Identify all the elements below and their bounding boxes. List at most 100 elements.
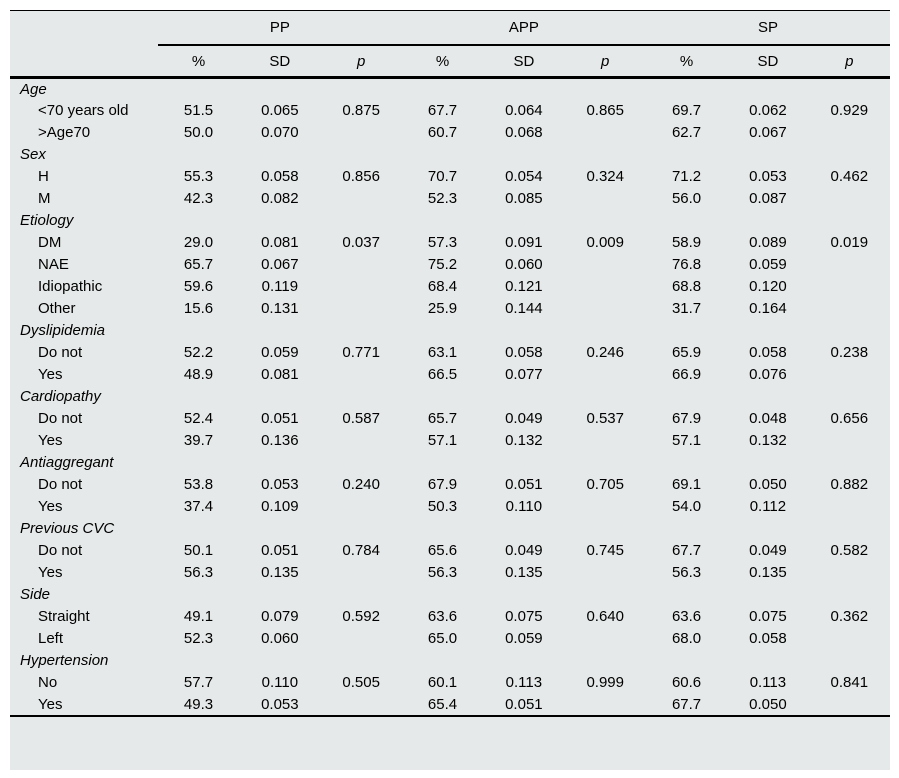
row-label: No [38,674,58,691]
data-row: Straight 49.1 0.079 0.592 63.6 0.075 0.640 63.6… [10,606,890,628]
value-cell [565,254,646,276]
data-row: Do not 53.8 0.053 0.240 67.9 0.051 0.705 69.1 0.… [10,474,890,496]
value-cell [565,364,646,386]
value-cell: 0.587 [342,410,380,427]
value-cell: 0.050 [749,695,787,713]
value-cell: 0.135 [505,564,543,581]
value-cell: 65.6 [427,542,458,559]
value-cell: 65.7 [183,256,214,273]
value-cell: 62.7 [671,124,702,141]
value-cell: 50.1 [183,542,214,559]
value-cell: 57.7 [183,674,214,691]
value-cell: 0.051 [261,542,299,559]
value-cell: 0.113 [505,674,543,691]
value-cell: 0.059 [505,630,543,647]
data-row: Other 15.6 0.131 25.9 0.144 31.7 0.164 [10,298,890,320]
value-cell: 15.6 [183,300,214,317]
value-cell: 56.3 [427,564,458,581]
value-cell [809,694,890,716]
value-cell: 42.3 [183,190,214,207]
value-cell: 0.240 [342,476,380,493]
value-cell: 67.7 [671,695,702,713]
value-cell: 0.076 [749,366,787,383]
data-row: Do not 52.2 0.059 0.771 63.1 0.058 0.246 65.9 0.… [10,342,890,364]
value-cell [565,298,646,320]
value-cell: 63.1 [427,344,458,361]
value-cell: 0.999 [586,674,624,691]
value-cell: 0.144 [505,300,543,317]
value-cell [809,276,890,298]
row-label: M [38,190,51,207]
data-row: H 55.3 0.058 0.856 70.7 0.054 0.324 71.2 0.053 0.… [10,166,890,188]
value-cell: 0.856 [342,168,380,185]
section-row: Cardiopathy [10,386,890,408]
value-cell [321,188,402,210]
value-cell: 52.3 [183,630,214,647]
statistics-table: PP APP SP % SD p % SD p % SD p Age <70 ye… [10,11,890,717]
value-cell: 0.745 [586,542,624,559]
paper-table-panel: PP APP SP % SD p % SD p % SD p Age <70 ye… [10,10,890,770]
value-cell [565,122,646,144]
value-cell: 69.1 [671,476,702,493]
value-cell: 0.771 [342,344,380,361]
row-label: <70 years old [38,102,129,119]
value-cell: 0.019 [830,234,869,251]
value-cell: 67.7 [671,542,702,559]
value-cell: 0.051 [505,695,543,713]
value-cell: 0.865 [586,102,624,119]
section-label: Antiaggregant [20,454,114,471]
value-cell [321,430,402,452]
data-row: >Age70 50.0 0.070 60.7 0.068 62.7 0.067 [10,122,890,144]
data-row: M 42.3 0.082 52.3 0.085 56.0 0.087 [10,188,890,210]
value-cell: 0.079 [261,608,299,625]
data-row: Yes 37.4 0.109 50.3 0.110 54.0 0.112 [10,496,890,518]
row-label: Left [38,630,64,647]
col-header-percent: % [157,45,240,79]
value-cell: 52.4 [183,410,214,427]
value-cell [809,254,890,276]
data-row: No 57.7 0.110 0.505 60.1 0.113 0.999 60.6 0.113 0… [10,672,890,694]
col-header-percent: % [401,45,484,79]
value-cell: 57.1 [427,432,458,449]
data-row: Do not 50.1 0.051 0.784 65.6 0.049 0.745 67.7 0.… [10,540,890,562]
value-cell: 0.058 [505,344,543,361]
value-cell: 0.362 [830,608,869,625]
value-cell: 29.0 [183,234,214,251]
value-cell: 0.082 [261,190,299,207]
value-cell: 0.113 [749,674,787,691]
value-cell: 58.9 [671,234,702,251]
value-cell: 0.049 [505,410,543,427]
value-cell: 0.592 [342,608,380,625]
value-cell: 0.067 [261,256,299,273]
value-cell: 0.049 [505,542,543,559]
value-cell: 0.050 [749,476,787,493]
value-cell [565,188,646,210]
value-cell: 49.1 [183,608,214,625]
value-cell: 56.3 [183,564,214,581]
value-cell: 56.3 [671,564,702,581]
data-row: Yes 56.3 0.135 56.3 0.135 56.3 0.135 [10,562,890,584]
value-cell: 0.121 [505,278,543,295]
section-label: Dyslipidemia [20,322,106,339]
col-header-sd: SD [483,45,565,79]
row-label: H [38,168,49,185]
value-cell: 0.135 [261,564,299,581]
value-cell: 0.656 [830,410,869,427]
col-header-p: p [320,45,402,79]
data-row: DM 29.0 0.081 0.037 57.3 0.091 0.009 58.9 0.089 0… [10,232,890,254]
data-row: Yes 49.3 0.053 65.4 0.051 67.7 0.050 [10,694,890,716]
value-cell: 71.2 [671,168,702,185]
value-cell: 0.110 [505,498,543,515]
value-cell: 0.119 [261,278,299,295]
row-label: Yes [38,366,63,383]
value-cell [809,188,890,210]
row-label: Do not [38,410,83,427]
group-header-app: APP [401,11,646,46]
section-row: Age [10,78,890,100]
col-header-percent: % [645,45,728,79]
data-row: Yes 48.9 0.081 66.5 0.077 66.9 0.076 [10,364,890,386]
row-label: >Age70 [38,124,91,141]
value-cell [321,364,402,386]
value-cell: 56.0 [671,190,702,207]
value-cell: 53.8 [183,476,214,493]
